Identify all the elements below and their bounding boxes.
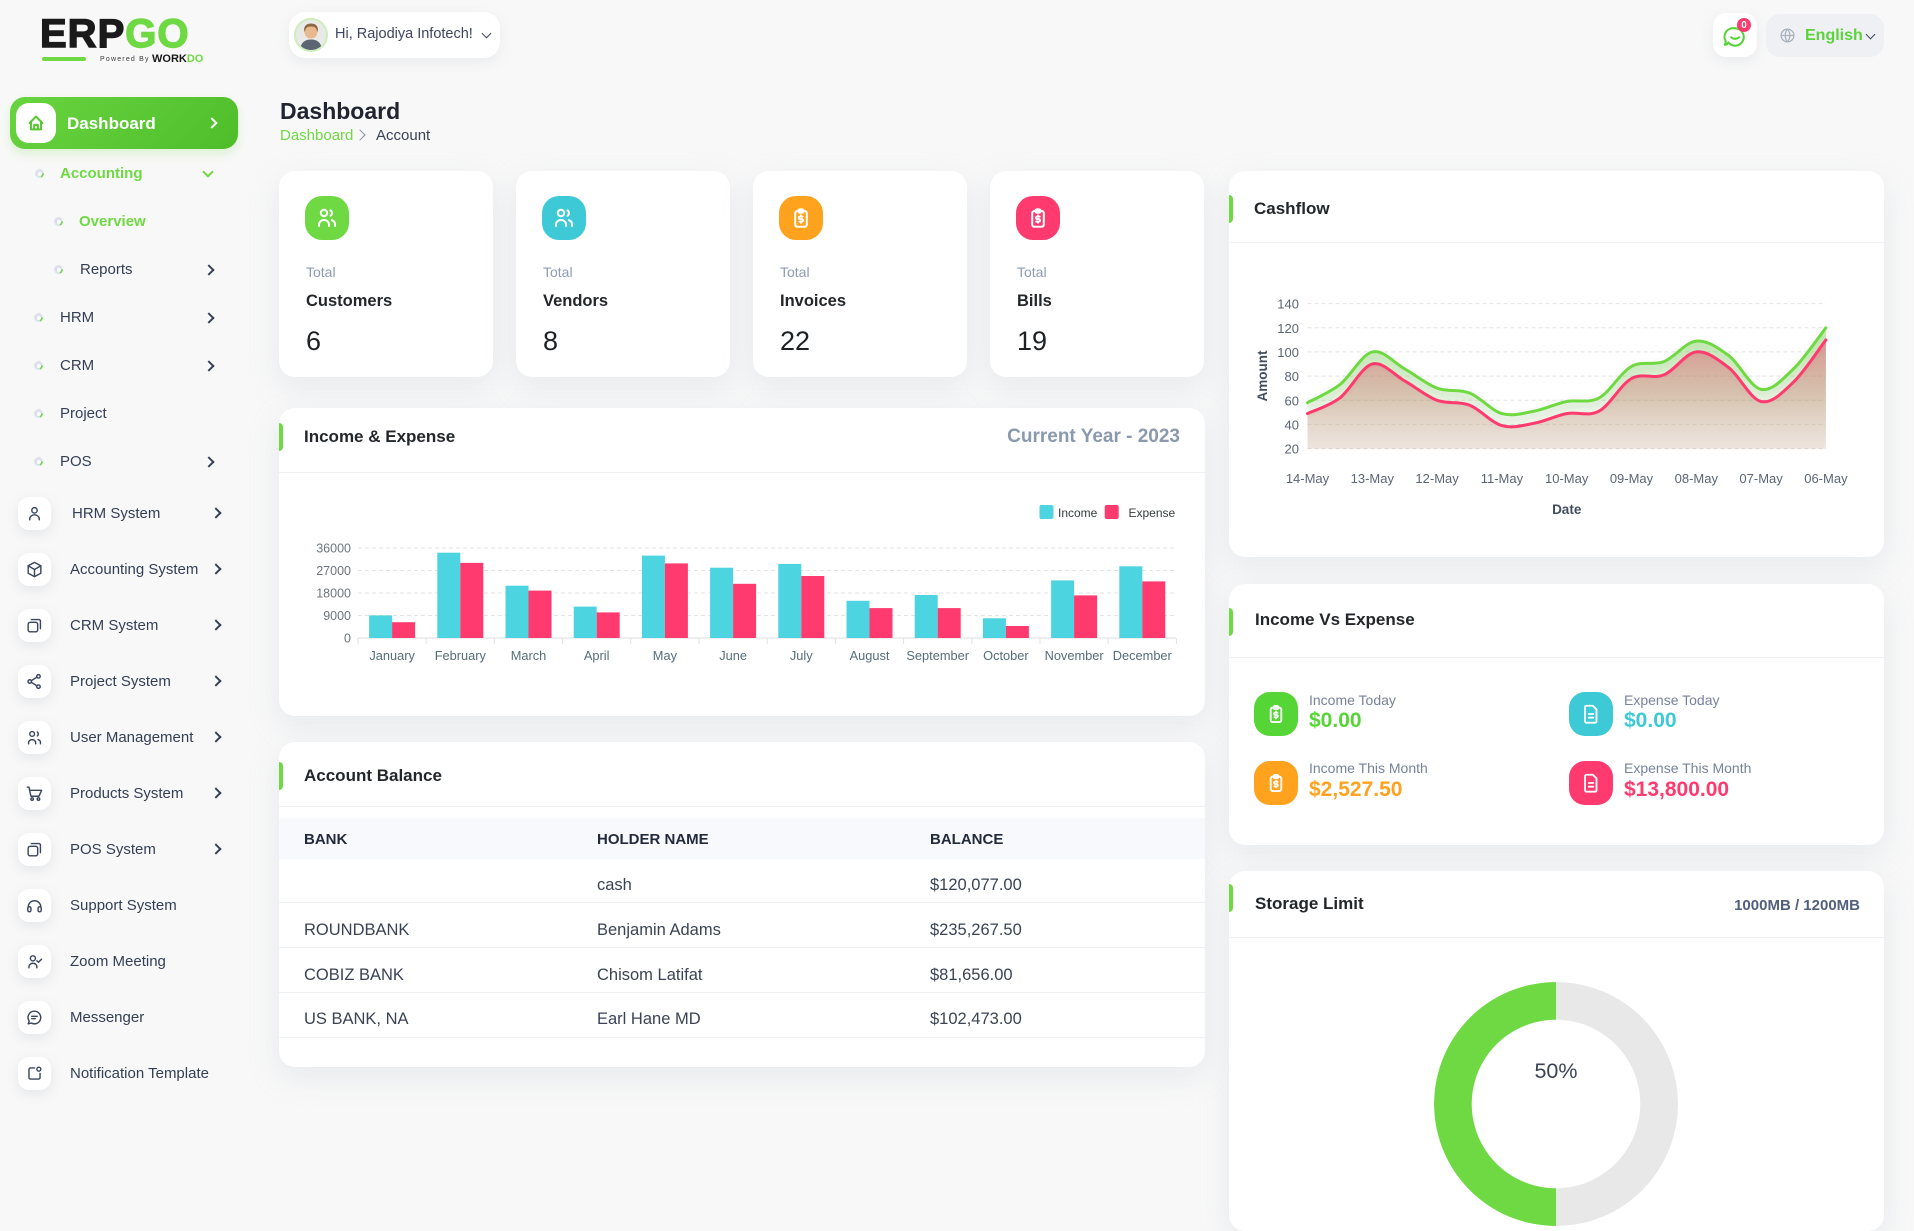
svg-text:May: May (653, 648, 678, 663)
svg-text:18000: 18000 (316, 587, 351, 601)
svg-text:February: February (435, 648, 487, 663)
svg-text:36000: 36000 (316, 542, 351, 556)
svg-text:January: January (369, 648, 415, 663)
svg-text:June: June (719, 648, 747, 663)
svg-text:August: August (850, 648, 890, 663)
svg-text:80: 80 (1285, 369, 1299, 384)
svg-text:06-May: 06-May (1804, 471, 1848, 486)
svg-text:100: 100 (1277, 345, 1299, 360)
svg-text:Expense: Expense (1129, 506, 1176, 520)
svg-text:November: November (1045, 648, 1105, 663)
svg-text:April: April (584, 648, 610, 663)
svg-text:March: March (511, 648, 547, 663)
svg-text:14-May: 14-May (1286, 471, 1330, 486)
svg-text:October: October (983, 648, 1029, 663)
svg-text:12-May: 12-May (1415, 471, 1459, 486)
svg-text:09-May: 09-May (1610, 471, 1654, 486)
svg-text:September: September (906, 648, 969, 663)
svg-text:10-May: 10-May (1545, 471, 1589, 486)
svg-text:Amount: Amount (1255, 350, 1270, 401)
svg-text:60: 60 (1285, 393, 1299, 408)
svg-text:December: December (1113, 648, 1173, 663)
svg-text:9000: 9000 (323, 609, 351, 623)
svg-text:0: 0 (344, 632, 351, 646)
svg-text:07-May: 07-May (1739, 471, 1783, 486)
svg-text:20: 20 (1285, 442, 1299, 457)
svg-text:08-May: 08-May (1675, 471, 1719, 486)
svg-text:11-May: 11-May (1481, 471, 1524, 486)
svg-text:13-May: 13-May (1351, 471, 1395, 486)
svg-text:Income: Income (1058, 506, 1098, 520)
svg-text:July: July (790, 648, 813, 663)
svg-text:40: 40 (1285, 417, 1299, 432)
svg-text:Date: Date (1552, 502, 1582, 517)
svg-text:140: 140 (1277, 297, 1299, 312)
svg-text:27000: 27000 (316, 564, 351, 578)
svg-text:120: 120 (1277, 321, 1299, 336)
